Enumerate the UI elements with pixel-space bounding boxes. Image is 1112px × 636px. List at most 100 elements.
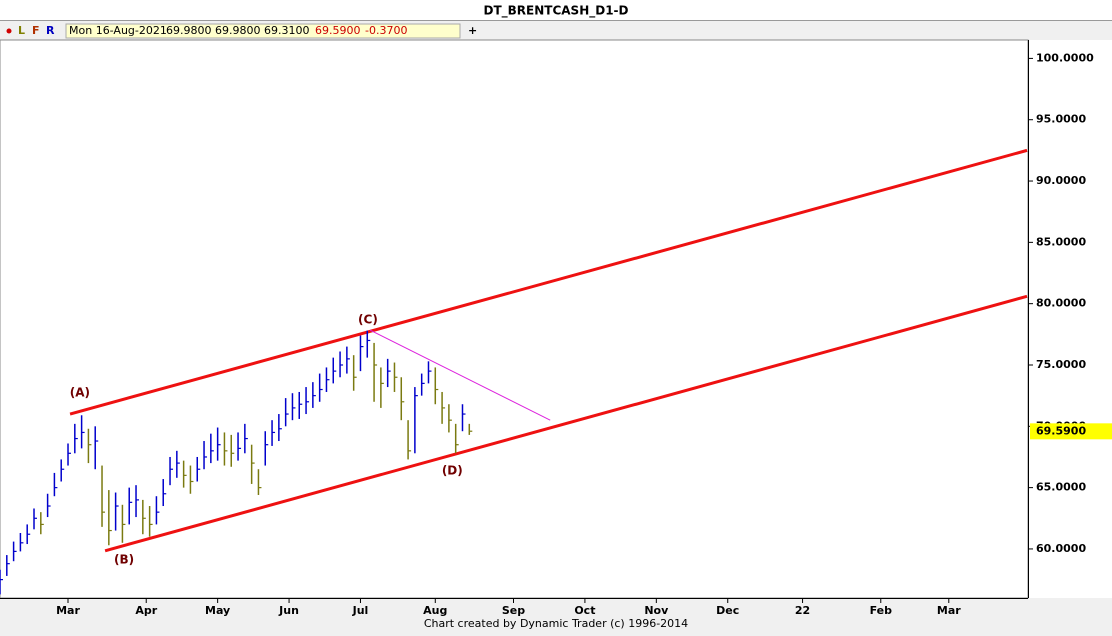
price-bar (264, 431, 269, 466)
y-tick-label: 100.0000 (1036, 51, 1094, 64)
price-bar (434, 367, 439, 405)
price-bar (210, 433, 214, 464)
price-bar (60, 459, 65, 482)
y-tick-label: 75.0000 (1036, 358, 1086, 371)
x-tick-label: Jun (278, 604, 299, 617)
price-bar (400, 377, 405, 421)
price-bar (87, 428, 92, 464)
window-title: DT_BRENTCASH_D1-D (484, 4, 629, 19)
price-bar (373, 342, 378, 402)
y-axis-area (1028, 40, 1112, 598)
price-bar (366, 330, 371, 358)
price-bar (94, 426, 99, 470)
price-bar (352, 355, 357, 391)
price-bar (386, 358, 391, 388)
price-bar (332, 357, 337, 384)
price-bar (393, 362, 398, 392)
price-bar (176, 450, 180, 478)
toolbar-button[interactable]: R (46, 24, 55, 37)
x-tick-label: Jul (352, 604, 369, 617)
price-bar (114, 492, 119, 531)
info-box (65, 23, 461, 39)
price-bar (148, 506, 153, 537)
trend-line (104, 294, 1028, 553)
x-tick-label: Sep (502, 604, 525, 617)
y-tick-label: 90.0000 (1036, 174, 1086, 187)
price-bar (196, 456, 201, 482)
price-bar (108, 490, 112, 546)
x-tick-label: Mar (937, 604, 961, 617)
y-tick-label: 95.0000 (1036, 113, 1086, 126)
price-bar (244, 423, 248, 454)
price-bar (230, 434, 235, 467)
y-tick-label: 65.0000 (1036, 481, 1086, 494)
price-bar (0, 569, 3, 595)
price-bar (312, 382, 316, 408)
price-bar (359, 335, 364, 372)
price-bar (162, 479, 167, 507)
wave-label: (A) (70, 386, 90, 400)
price-bar (257, 469, 262, 495)
x-tick-label: Apr (135, 604, 157, 617)
price-bar (461, 404, 466, 432)
price-bar (203, 441, 208, 470)
price-bar (380, 367, 384, 408)
price-bar (46, 493, 51, 518)
price-bar (237, 432, 242, 461)
price-bar (53, 472, 58, 497)
price-bar (19, 533, 24, 552)
price-bar (271, 420, 276, 446)
last-price-box (1030, 423, 1112, 440)
title-bar (0, 0, 1112, 20)
trend-line (69, 148, 1028, 416)
info-date: Mon 16-Aug-2021 (69, 24, 167, 37)
y-tick-label: 85.0000 (1036, 235, 1086, 248)
toolbar-button[interactable]: L (18, 24, 25, 37)
y-tick-label: 60.0000 (1036, 542, 1086, 555)
price-bar (298, 391, 303, 419)
x-tick-label: Mar (56, 604, 80, 617)
x-tick-label: 22 (795, 604, 810, 617)
price-bar (448, 404, 452, 433)
price-bar (74, 423, 78, 454)
plot-area (0, 39, 1029, 599)
info-open: 69.9800 (166, 24, 212, 37)
plot (0, 148, 1028, 595)
add-button[interactable]: + (468, 24, 477, 37)
price-bar (454, 423, 459, 454)
last-price-label: 69.5900 (1036, 424, 1086, 437)
price-bar (420, 373, 425, 396)
price-bar (80, 415, 85, 449)
price-bar (427, 361, 432, 384)
price-bar (223, 432, 228, 466)
price-bar (305, 387, 310, 415)
price-bar (135, 485, 140, 518)
info-low: 69.3100 (264, 24, 310, 37)
x-tick-label: Aug (423, 604, 447, 617)
price-bar (6, 555, 10, 576)
price-bar (407, 420, 412, 460)
price-bar (468, 423, 473, 435)
toolbar-dot[interactable] (6, 28, 12, 34)
price-bar (121, 504, 126, 543)
wave-label: (B) (114, 552, 134, 566)
price-bar (169, 456, 174, 486)
footer: Chart created by Dynamic Trader (c) 1996… (424, 617, 688, 630)
info-change: -0.3700 (365, 24, 407, 37)
price-bar (318, 373, 323, 402)
price-bar (182, 460, 187, 488)
price-bar (26, 524, 31, 545)
price-bar (339, 351, 344, 378)
price-bar (128, 487, 133, 525)
price-bar (278, 414, 282, 442)
price-bar (155, 496, 160, 525)
price-bar (441, 391, 446, 424)
x-tick-label: Nov (644, 604, 669, 617)
price-bar (291, 393, 296, 421)
x-tick-label: May (205, 604, 230, 617)
price-bar (189, 465, 194, 494)
toolbar-button[interactable]: F (32, 24, 40, 37)
price-bar (142, 499, 146, 535)
price-bar (325, 367, 330, 392)
